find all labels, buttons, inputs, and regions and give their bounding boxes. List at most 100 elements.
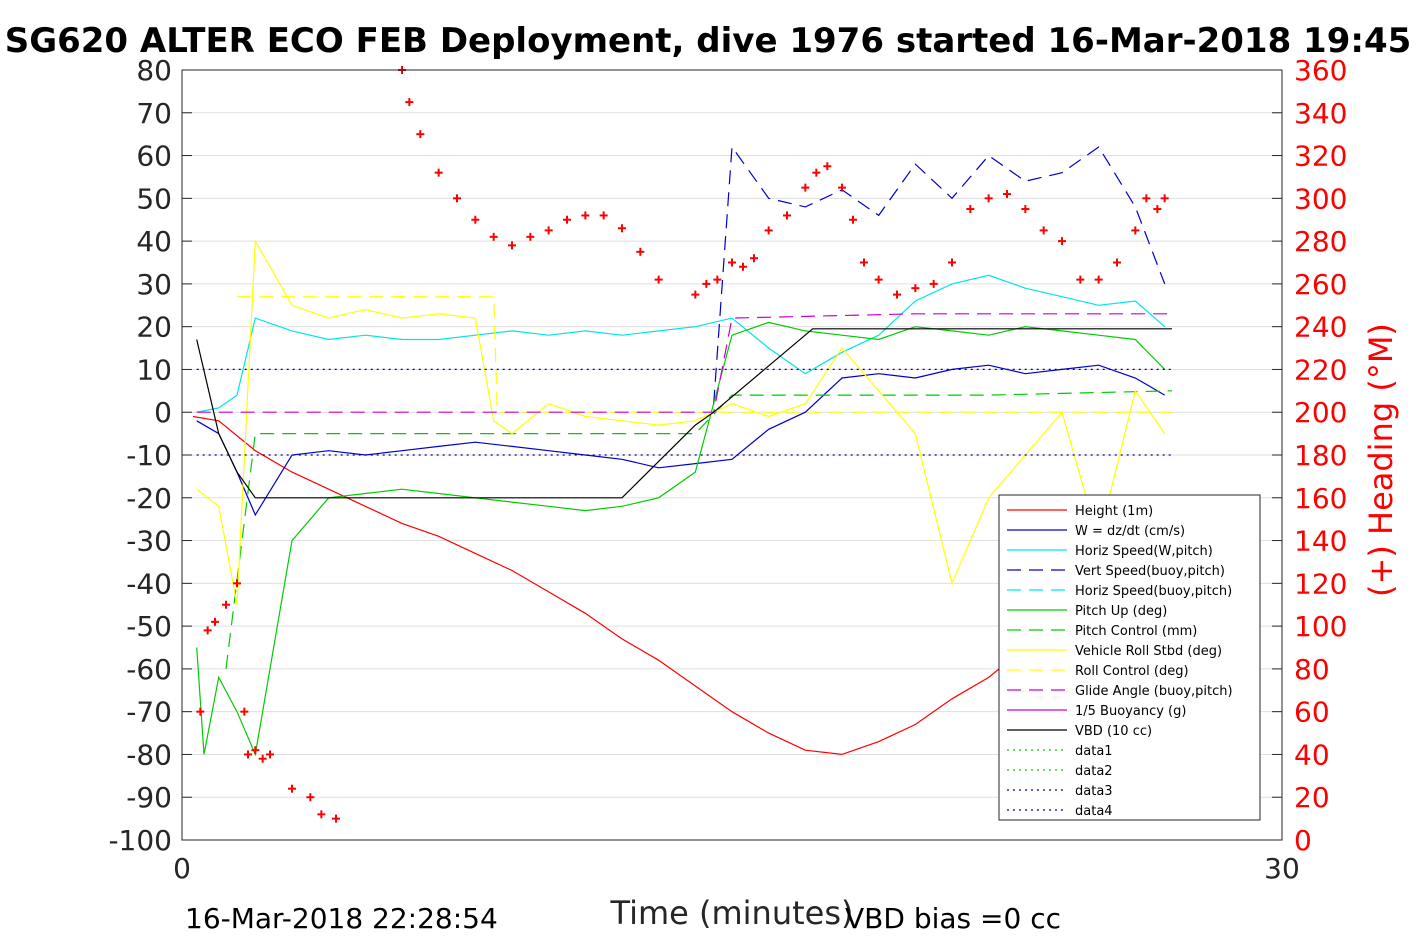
legend-label: Roll Control (deg): [1075, 664, 1189, 679]
heading-marker: [1058, 237, 1066, 246]
y-tick-label: -50: [126, 610, 172, 643]
y2-tick-label: 120: [1294, 567, 1347, 600]
y-tick-label: -20: [126, 482, 172, 515]
heading-marker: [203, 626, 212, 635]
y-tick-label: -70: [126, 696, 172, 729]
heading-marker: [702, 279, 711, 288]
y2-tick-label: 240: [1294, 311, 1347, 344]
legend-label: data1: [1075, 744, 1113, 759]
heading-markers: [196, 66, 1169, 823]
heading-marker: [453, 194, 461, 203]
legend-label: Horiz Speed(W,pitch): [1075, 544, 1213, 559]
y-tick-label: 70: [136, 97, 172, 130]
series-line: [196, 328, 1172, 499]
heading-marker: [526, 232, 535, 241]
y-tick-label: 30: [136, 268, 172, 301]
y-tick-label: -40: [126, 567, 172, 600]
heading-marker: [984, 194, 993, 203]
heading-marker: [713, 275, 722, 284]
heading-marker: [1160, 194, 1169, 203]
heading-marker: [1021, 205, 1030, 214]
y-tick-label: -100: [108, 824, 172, 857]
y2-tick-label: 320: [1294, 140, 1347, 173]
heading-marker: [1113, 258, 1121, 267]
y-tick-label: 80: [136, 54, 172, 87]
x-tick-label: 0: [173, 852, 191, 885]
heading-marker: [434, 168, 443, 177]
y2-tick-label: 100: [1294, 610, 1347, 643]
series-line: [713, 145, 1166, 404]
y2-tick-label: 160: [1294, 482, 1347, 515]
heading-marker: [581, 211, 590, 220]
heading-marker: [544, 226, 553, 235]
heading-marker: [929, 279, 938, 288]
y2-tick-label: 360: [1294, 54, 1347, 87]
heading-marker: [636, 247, 645, 256]
y-axis-ticks: 80 70 60 50 40 30 20 10 0 -10 -20 -30 -40 -50 -60 -70 -8…: [108, 54, 192, 857]
legend-label: Height (1m): [1075, 504, 1153, 519]
heading-marker: [211, 617, 219, 626]
legend-label: W = dz/dt (cm/s): [1075, 524, 1185, 539]
heading-marker: [508, 241, 516, 250]
legend-label: Vert Speed(buoy,pitch): [1075, 564, 1225, 579]
heading-marker: [416, 130, 425, 139]
heading-marker: [258, 754, 267, 763]
heading-marker: [874, 275, 883, 284]
heading-marker: [233, 579, 241, 588]
legend-box: [998, 494, 1261, 821]
legend: Height (1m) W = dz/dt (cm/s) Horiz Speed(W…: [998, 494, 1261, 821]
series-line: [196, 364, 1166, 517]
heading-marker: [783, 211, 791, 220]
y2-axis-label: (+) Heading (°M): [1362, 323, 1400, 597]
y2-tick-label: 60: [1294, 696, 1330, 729]
series-line: [237, 296, 1172, 413]
y2-tick-label: 340: [1294, 97, 1347, 130]
heading-marker: [838, 183, 846, 192]
chart-title: SG620 ALTER ECO FEB Deployment, dive 197…: [5, 21, 1412, 61]
heading-marker: [812, 168, 821, 177]
heading-marker: [1039, 226, 1048, 235]
heading-marker: [691, 290, 700, 299]
heading-marker: [1153, 205, 1162, 214]
heading-marker: [306, 793, 315, 802]
series-line: [196, 239, 1166, 605]
y2-tick-label: 20: [1294, 781, 1330, 814]
heading-marker: [222, 600, 230, 609]
heading-marker: [599, 211, 608, 220]
heading-marker: [1142, 194, 1151, 203]
heading-marker: [332, 814, 340, 823]
x-axis-label: Time (minutes): [610, 894, 854, 932]
heading-marker: [489, 232, 498, 241]
series-layer: [192, 145, 1173, 757]
x-axis-ticks: 0 30: [173, 830, 1300, 885]
y2-tick-label: 220: [1294, 353, 1347, 386]
heading-marker: [728, 258, 736, 267]
heading-marker: [618, 224, 626, 233]
y2-tick-label: 300: [1294, 182, 1347, 215]
heading-marker: [739, 262, 747, 271]
y-tick-label: -60: [126, 653, 172, 686]
heading-marker: [563, 215, 571, 224]
heading-marker: [244, 750, 252, 759]
y-tick-label: 0: [154, 396, 172, 429]
heading-marker: [849, 215, 857, 224]
heading-marker: [966, 205, 975, 214]
heading-marker: [823, 162, 832, 171]
legend-label: Glide Angle (buoy,pitch): [1075, 684, 1233, 699]
y2-tick-label: 200: [1294, 396, 1347, 429]
heading-marker: [654, 275, 663, 284]
heading-marker: [860, 258, 868, 267]
legend-label: data2: [1075, 764, 1113, 779]
y-tick-label: 10: [136, 353, 172, 386]
legend-label: 1/5 Buoyancy (g): [1075, 704, 1186, 719]
heading-marker: [251, 746, 260, 755]
legend-label: Pitch Control (mm): [1075, 624, 1197, 639]
y-tick-label: 60: [136, 140, 172, 173]
legend-label: Vehicle Roll Stbd (deg): [1075, 644, 1222, 659]
legend-label: data3: [1075, 784, 1113, 799]
heading-marker: [266, 750, 274, 759]
y2-tick-label: 180: [1294, 439, 1347, 472]
y2-tick-label: 80: [1294, 653, 1330, 686]
y-tick-label: 20: [136, 311, 172, 344]
